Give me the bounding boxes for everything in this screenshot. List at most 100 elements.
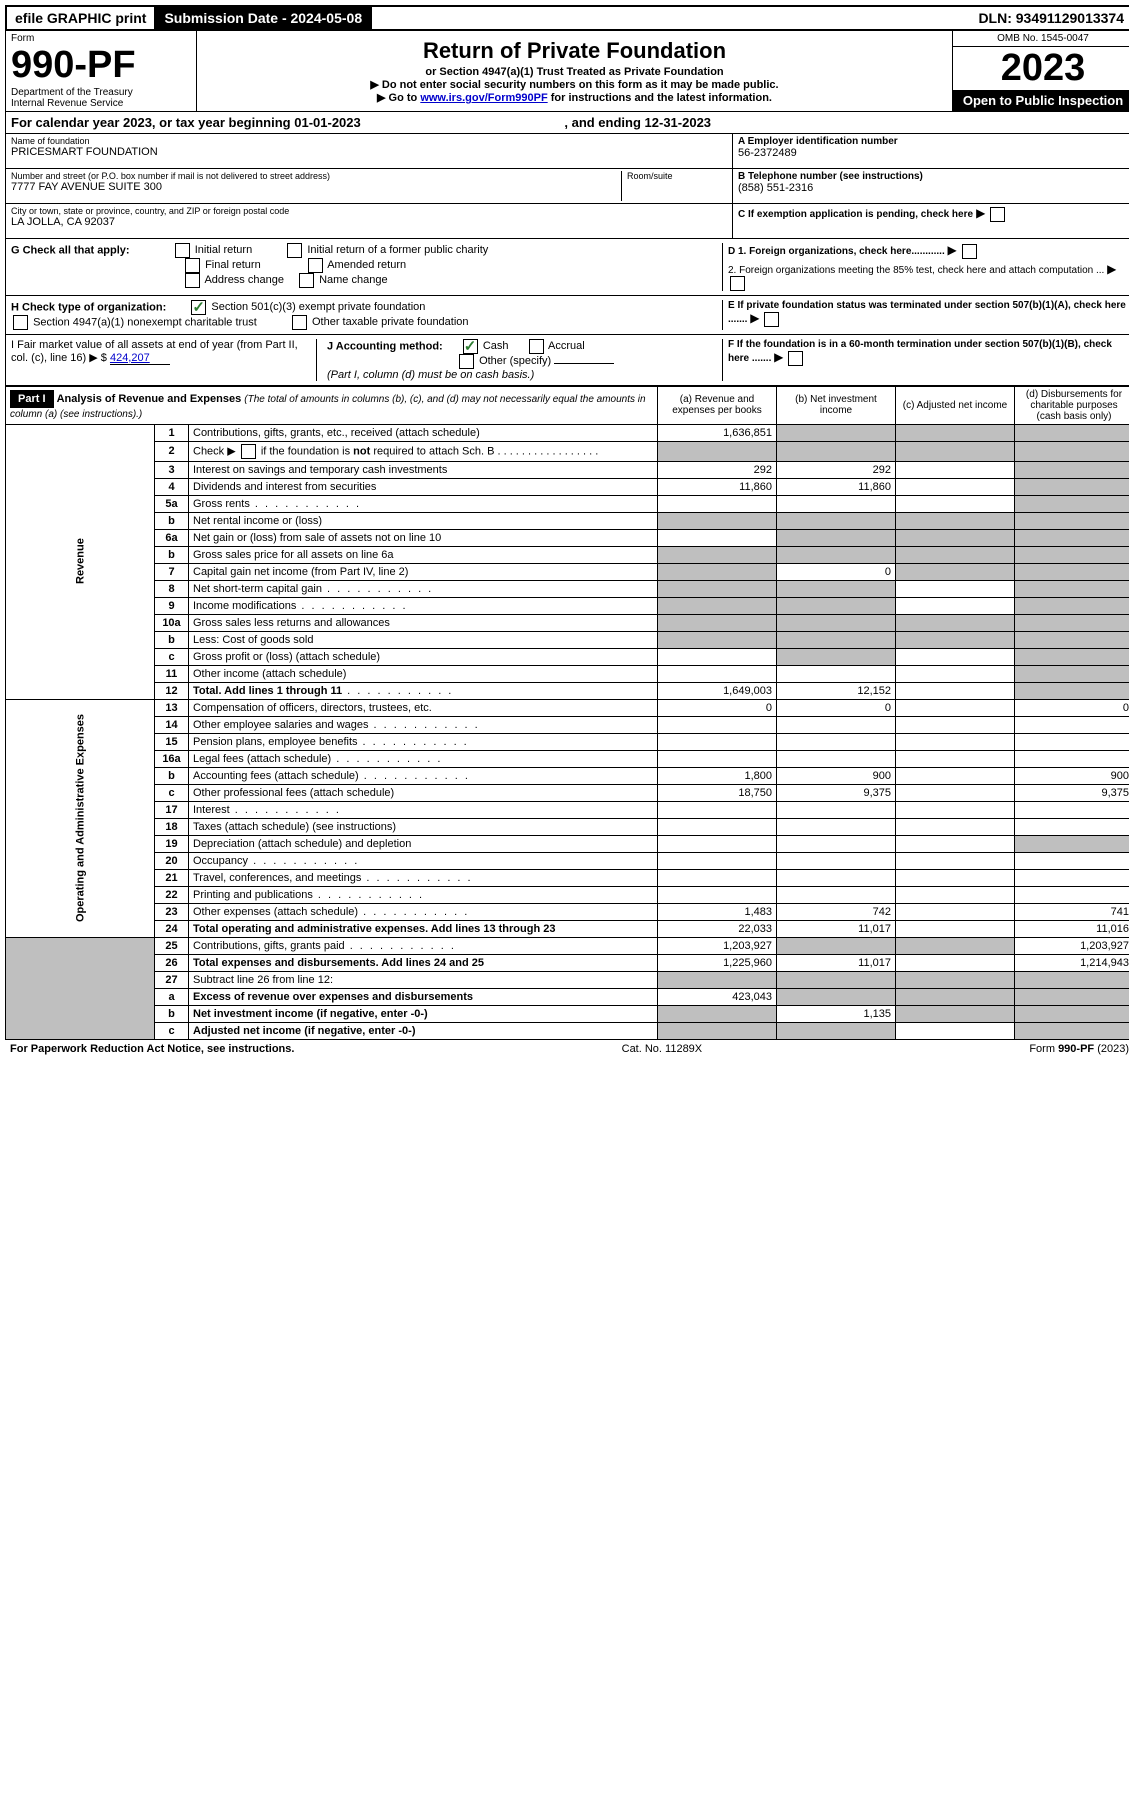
table-row: cAdjusted net income (if negative, enter… (6, 1022, 1129, 1039)
row-desc: Total operating and administrative expen… (189, 920, 658, 937)
row-num: c (155, 648, 189, 665)
row-num: 14 (155, 716, 189, 733)
j-cash-checkbox[interactable] (463, 339, 478, 354)
form-header: Form 990-PF Department of the Treasury I… (5, 31, 1129, 112)
cell-b: 9,375 (777, 784, 896, 801)
foundation-name: PRICESMART FOUNDATION (11, 146, 727, 158)
h-opt1: Section 501(c)(3) exempt private foundat… (211, 301, 425, 313)
row-desc: Pension plans, employee benefits (189, 733, 658, 750)
footer-left: For Paperwork Reduction Act Notice, see … (10, 1043, 294, 1055)
i-value[interactable]: 424,207 (110, 352, 170, 365)
cal-begin: 01-01-2023 (294, 115, 361, 130)
row-desc: Other employee salaries and wages (189, 716, 658, 733)
row-desc: Net investment income (if negative, ente… (189, 1005, 658, 1022)
footer-right: Form 990-PF (2023) (1029, 1043, 1129, 1055)
cell-a: 18,750 (658, 784, 777, 801)
cell-b: 12,152 (777, 682, 896, 699)
h-501c3-checkbox[interactable] (191, 300, 206, 315)
row-desc: Gross rents (189, 495, 658, 512)
row-desc: Legal fees (attach schedule) (189, 750, 658, 767)
g-initial-former-checkbox[interactable] (287, 243, 302, 258)
h-opt2: Section 4947(a)(1) nonexempt charitable … (33, 316, 257, 328)
box-c-checkbox[interactable] (990, 207, 1005, 222)
j-other-checkbox[interactable] (459, 354, 474, 369)
footer: For Paperwork Reduction Act Notice, see … (5, 1040, 1129, 1058)
dln-label: DLN: 93491129013374 (970, 7, 1129, 29)
row-num: 8 (155, 580, 189, 597)
table-row: 7Capital gain net income (from Part IV, … (6, 563, 1129, 580)
g-final-checkbox[interactable] (185, 258, 200, 273)
arrow-icon: ▶ (948, 243, 957, 257)
g-initial-checkbox[interactable] (175, 243, 190, 258)
section-g: G Check all that apply: Initial return I… (5, 239, 1129, 296)
cell-d: 9,375 (1015, 784, 1129, 801)
cell-a: 423,043 (658, 988, 777, 1005)
table-row: 16aLegal fees (attach schedule) (6, 750, 1129, 767)
table-row: 26 Total expenses and disbursements. Add … (6, 954, 1129, 971)
table-row: 17Interest (6, 801, 1129, 818)
row-desc: Capital gain net income (from Part IV, l… (189, 563, 658, 580)
col-b-header: (b) Net investment income (777, 386, 896, 424)
row-num: 21 (155, 869, 189, 886)
cell-a: 1,483 (658, 903, 777, 920)
table-row: 22Printing and publications (6, 886, 1129, 903)
r27b-bold: Net investment income (if negative, ente… (193, 1008, 428, 1020)
table-row: 2 Check ▶ if the foundation is not requi… (6, 441, 1129, 461)
f-checkbox[interactable] (788, 351, 803, 366)
schb-checkbox[interactable] (241, 444, 256, 459)
g-name-checkbox[interactable] (299, 273, 314, 288)
cell-a: 1,800 (658, 767, 777, 784)
table-row: bGross sales price for all assets on lin… (6, 546, 1129, 563)
g-amended-checkbox[interactable] (308, 258, 323, 273)
e-checkbox[interactable] (764, 312, 779, 327)
row-desc: Total expenses and disbursements. Add li… (189, 954, 658, 971)
form-number: 990-PF (11, 44, 191, 87)
row-num: 11 (155, 665, 189, 682)
section-h: H Check type of organization: Section 50… (5, 296, 1129, 335)
arrow-icon: ▶ (774, 350, 783, 364)
row-desc: Check ▶ if the foundation is not require… (189, 441, 658, 461)
d1-checkbox[interactable] (962, 244, 977, 259)
row-num: 18 (155, 818, 189, 835)
ein-value: 56-2372489 (738, 147, 1128, 159)
g-opt-final: Final return (205, 259, 261, 271)
d2-checkbox[interactable] (730, 276, 745, 291)
row-desc: Contributions, gifts, grants, etc., rece… (189, 424, 658, 441)
r27a-bold: Excess of revenue over expenses and disb… (193, 991, 473, 1003)
cell-d-shaded (1015, 424, 1129, 441)
row-desc: Printing and publications (189, 886, 658, 903)
dept-label: Department of the Treasury (11, 87, 191, 98)
g-address-checkbox[interactable] (185, 273, 200, 288)
row-desc: Interest (189, 801, 658, 818)
cell-a: 1,225,960 (658, 954, 777, 971)
d2-label: 2. Foreign organizations meeting the 85%… (728, 265, 1104, 276)
table-row: 21Travel, conferences, and meetings (6, 869, 1129, 886)
irs-link[interactable]: www.irs.gov/Form990PF (420, 92, 547, 104)
h-other-checkbox[interactable] (292, 315, 307, 330)
cell-a: 1,636,851 (658, 424, 777, 441)
cell-b: 292 (777, 461, 896, 478)
g-opt-address: Address change (204, 274, 284, 286)
form-note1: ▶ Do not enter social security numbers o… (202, 78, 947, 91)
note2-pre: ▶ Go to (377, 92, 420, 104)
cell-c-shaded (896, 424, 1015, 441)
h-4947-checkbox[interactable] (13, 315, 28, 330)
cell-b: 900 (777, 767, 896, 784)
revenue-label: Revenue (6, 424, 155, 699)
row-num: 9 (155, 597, 189, 614)
j-accrual-checkbox[interactable] (529, 339, 544, 354)
row-desc: Occupancy (189, 852, 658, 869)
table-row: 24Total operating and administrative exp… (6, 920, 1129, 937)
table-row: 23Other expenses (attach schedule)1,4837… (6, 903, 1129, 920)
g-opt-amended: Amended return (327, 259, 406, 271)
row-desc: Subtract line 26 from line 12: (189, 971, 658, 988)
row-num: 26 (155, 954, 189, 971)
cell-b: 742 (777, 903, 896, 920)
row-num: 2 (155, 441, 189, 461)
top-bar: efile GRAPHIC print Submission Date - 20… (5, 5, 1129, 31)
row-desc: Gross sales price for all assets on line… (189, 546, 658, 563)
r26-bold: Total expenses and disbursements. Add li… (193, 957, 484, 969)
table-row: 20Occupancy (6, 852, 1129, 869)
row-num: c (155, 784, 189, 801)
row-num: 4 (155, 478, 189, 495)
